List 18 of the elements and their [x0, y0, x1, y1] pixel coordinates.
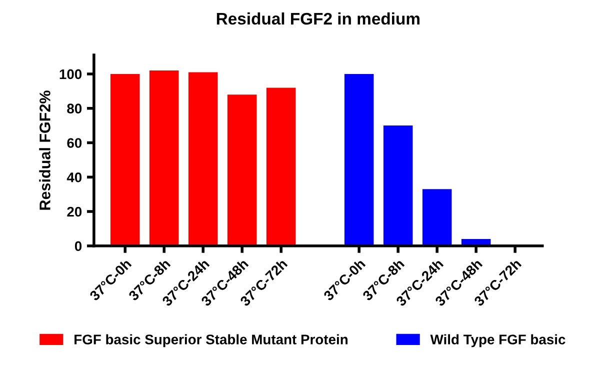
y-tick-label: 40 [66, 172, 82, 182]
y-tick-label: 0 [74, 241, 82, 252]
y-tick-label: 100 [60, 69, 82, 80]
legend-label: FGF basic Superior Stable Mutant Protein [74, 334, 348, 348]
y-tick-label: 20 [67, 206, 82, 217]
bar [110, 74, 140, 246]
bar [150, 70, 179, 246]
y-tick-label: 60 [67, 138, 82, 148]
bar [383, 126, 413, 246]
bar [422, 189, 452, 246]
bar [266, 88, 296, 246]
bar [344, 74, 374, 246]
bar [227, 94, 257, 246]
y-tick-label: 80 [67, 104, 82, 114]
legend-label: Wild Type FGF basic [430, 334, 566, 348]
bar [188, 72, 218, 246]
chart-title: Residual FGF2 in medium [216, 12, 420, 25]
y-axis-title: Residual FGF2% [39, 90, 50, 210]
